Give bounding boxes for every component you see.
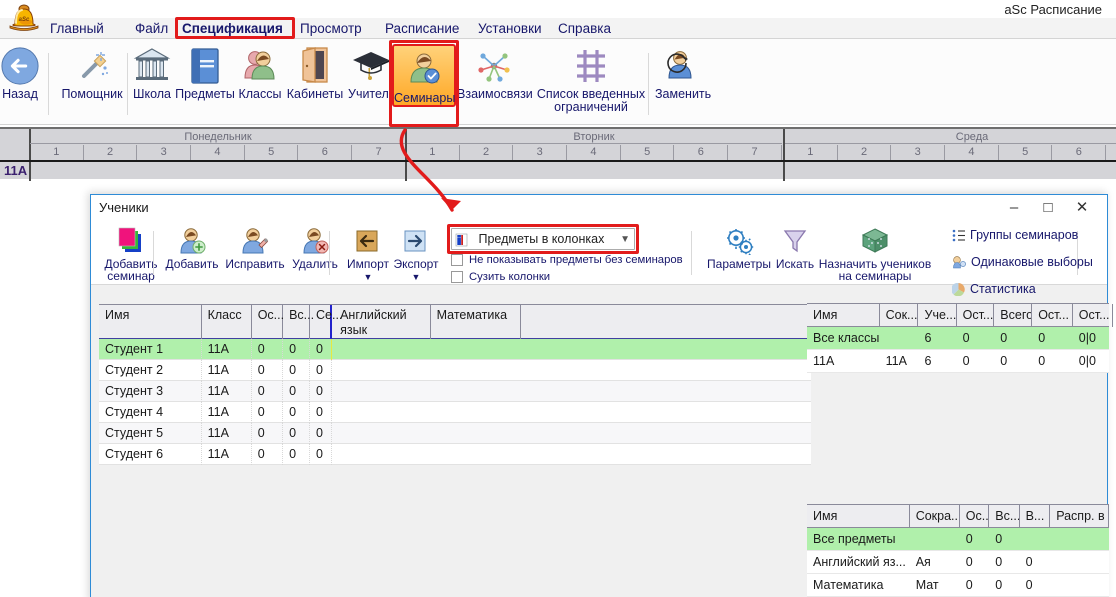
svg-text:aSc: aSc xyxy=(19,17,30,23)
